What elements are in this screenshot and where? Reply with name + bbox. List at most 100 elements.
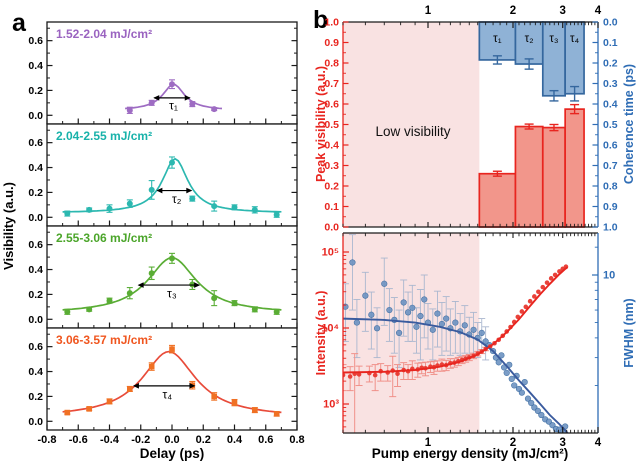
- fwhm-data-point: [545, 418, 552, 425]
- left-tick-label: 0.1: [324, 201, 339, 213]
- right-tick-label: 0.1: [603, 37, 618, 49]
- x-tick-label: -0.6: [69, 434, 88, 446]
- y-tick-label: 0.0: [28, 110, 43, 122]
- x-tick-label: 4: [595, 437, 602, 449]
- data-point: [189, 195, 196, 202]
- fwhm-data-point: [368, 311, 375, 318]
- tau-arrow-head: [184, 95, 191, 101]
- x-tick-label: 1: [425, 437, 432, 449]
- energy-range-label: 1.52-2.04 mJ/cm²: [56, 27, 152, 41]
- fwhm-data-point: [518, 389, 525, 396]
- intensity-fit-curve: [343, 266, 569, 374]
- y-tick-label: 0.2: [28, 289, 43, 301]
- data-point: [169, 81, 175, 88]
- fwhm-data-point: [417, 312, 424, 320]
- data-point: [189, 101, 196, 108]
- x-tick-label: 2: [510, 437, 516, 449]
- x-tick-label: 0.8: [289, 434, 304, 446]
- y-tick-label: 0.0: [28, 416, 43, 428]
- data-point: [126, 107, 133, 114]
- peak-visibility-bar: [541, 126, 567, 228]
- fwhm-data-point: [353, 319, 360, 326]
- right-tick-label: 0.7: [603, 160, 618, 172]
- data-point: [64, 409, 71, 416]
- fwhm-axis-title: FWHM (nm): [622, 298, 636, 367]
- data-point: [231, 204, 238, 211]
- tau-label: τ₄: [162, 387, 172, 401]
- data-point: [251, 306, 258, 313]
- tau-arrow-head: [132, 383, 139, 389]
- y-tick-label: 0.4: [28, 264, 43, 276]
- right-tick-label: 0.8: [603, 181, 618, 193]
- right-tick-label: 0.2: [603, 58, 618, 70]
- fwhm-fit-curve: [343, 317, 569, 433]
- pump-energy-density-axis-title: Pump energy density (mJ/cm²): [372, 446, 569, 461]
- x-tick-label: -0.2: [131, 434, 150, 446]
- y-tick-label: 0.0: [28, 212, 43, 224]
- fwhm-data-point: [362, 292, 369, 299]
- panel-b-top-plot-area: τ₁ τ₂ τ₃ τ₄1 2 3 40.00.10.20.30.40.50.60.70.80…: [324, 5, 617, 234]
- left-tick-label: 0.0: [324, 222, 339, 234]
- x-tick-label: -0.4: [100, 434, 120, 446]
- tau-bar-label: τ₂: [525, 33, 534, 45]
- data-point: [211, 393, 217, 400]
- tau-label: τ₂: [172, 192, 182, 206]
- fwhm-data-point: [478, 329, 485, 337]
- data-point: [64, 210, 71, 217]
- y-tick-label: 0.6: [28, 137, 43, 149]
- tau-label: τ₃: [167, 287, 177, 301]
- left-tick-label: 0.7: [324, 78, 339, 90]
- fwhm-data-point: [434, 310, 441, 317]
- y-tick-label: 0.0: [28, 314, 43, 326]
- intensity-data-point: [527, 298, 533, 304]
- fwhm-data-point: [503, 369, 510, 377]
- right-tick-label: 0.4: [603, 99, 618, 111]
- low-visibility-label: Low visibility: [375, 124, 450, 139]
- x-tick-label: 0.0: [164, 434, 179, 446]
- data-point: [106, 398, 113, 405]
- fwhm-data-point: [534, 407, 541, 414]
- x-tick-label-top: 1: [425, 5, 432, 17]
- panel-a-letter: a: [12, 9, 27, 37]
- fwhm-data-point: [511, 382, 518, 389]
- data-point: [252, 407, 258, 413]
- peak-visibility-axis-title: Peak visibility (a.u.): [314, 66, 328, 182]
- intensity-data-point: [372, 372, 378, 378]
- fwhm-data-point: [349, 259, 356, 266]
- tau-arrow-head: [137, 282, 144, 288]
- fwhm-data-point: [495, 359, 502, 366]
- fwhm-data-point: [429, 326, 436, 333]
- left-tick-label: 10³: [323, 399, 339, 411]
- data-point: [251, 206, 258, 213]
- data-point: [86, 306, 93, 313]
- scatter-layer: [343, 234, 569, 433]
- data-point: [169, 255, 175, 262]
- intensity-data-point: [532, 294, 537, 299]
- intensity-data-point: [536, 289, 541, 295]
- tau-label: τ₁: [169, 99, 178, 113]
- intensity-axis-title: Intensity (a.u.): [314, 291, 328, 376]
- fwhm-data-point: [461, 322, 468, 329]
- peak-visibility-bar: [514, 125, 544, 228]
- intensity-data-point: [395, 371, 400, 377]
- y-tick-label: 0.2: [28, 391, 43, 403]
- fwhm-data-point: [381, 280, 388, 287]
- y-tick-label: 0.6: [28, 341, 43, 353]
- data-point: [211, 106, 218, 113]
- panel-a-y-axis-title: Visibility (a.u.): [1, 182, 16, 270]
- y-tick-label: 0.2: [28, 85, 43, 97]
- right-tick-label: 0.6: [603, 140, 618, 152]
- tau-arrow-head: [189, 383, 196, 389]
- right-tick-label: 10: [603, 270, 615, 282]
- tau-arrow-head: [156, 187, 163, 194]
- data-point: [148, 186, 155, 193]
- left-tick-label: 10⁴: [321, 323, 339, 335]
- fwhm-data-point: [498, 352, 505, 359]
- data-point: [86, 406, 92, 412]
- energy-range-label: 2.55-3.06 mJ/cm²: [56, 231, 152, 245]
- x-tick-label-top: 3: [560, 5, 566, 17]
- x-tick-label: 0.2: [196, 434, 211, 446]
